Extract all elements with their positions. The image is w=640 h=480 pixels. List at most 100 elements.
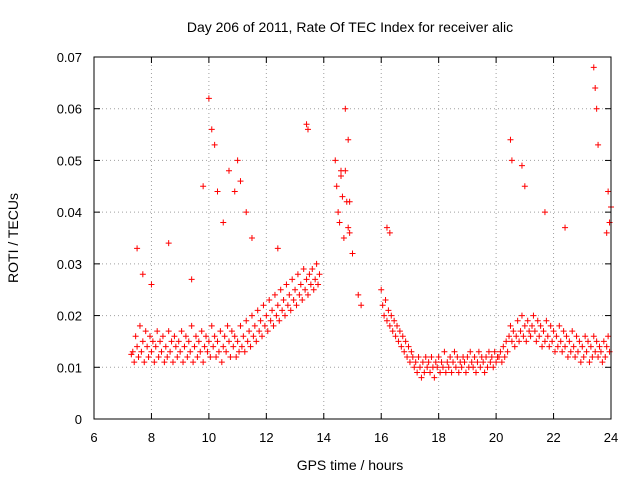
data-point xyxy=(313,260,320,267)
data-point xyxy=(510,328,517,335)
data-point xyxy=(508,338,515,345)
data-point xyxy=(349,250,356,257)
data-point xyxy=(401,348,408,355)
data-point xyxy=(593,338,600,345)
data-point xyxy=(526,328,533,335)
data-point xyxy=(213,353,220,360)
grid xyxy=(94,57,611,419)
data-point xyxy=(169,359,176,366)
data-point xyxy=(210,343,217,350)
data-point xyxy=(580,353,587,360)
data-point xyxy=(217,328,224,335)
data-point xyxy=(260,302,267,309)
data-point xyxy=(279,307,286,314)
data-point xyxy=(148,348,155,355)
data-point xyxy=(585,338,592,345)
data-point xyxy=(467,348,474,355)
data-point xyxy=(574,348,581,355)
x-tick-label: 16 xyxy=(374,430,388,445)
data-point xyxy=(224,322,231,329)
data-point xyxy=(419,359,426,366)
data-point xyxy=(517,328,524,335)
data-point xyxy=(263,312,270,319)
data-point xyxy=(378,286,385,293)
data-point xyxy=(139,338,146,345)
data-point xyxy=(253,338,260,345)
data-point xyxy=(175,338,182,345)
x-tick-label: 18 xyxy=(431,430,445,445)
data-point xyxy=(302,286,309,293)
data-point xyxy=(185,338,192,345)
points xyxy=(128,64,614,381)
data-point xyxy=(471,353,478,360)
data-point xyxy=(468,359,475,366)
data-point xyxy=(414,369,421,376)
data-point xyxy=(422,353,429,360)
data-point xyxy=(427,369,434,376)
data-point xyxy=(345,136,352,143)
data-point xyxy=(228,328,235,335)
data-point xyxy=(404,353,411,360)
data-point xyxy=(539,343,546,350)
data-point xyxy=(497,348,504,355)
data-point xyxy=(455,369,462,376)
data-point xyxy=(136,322,143,329)
data-point xyxy=(231,188,238,195)
data-point xyxy=(386,322,393,329)
data-point xyxy=(488,353,495,360)
data-point xyxy=(304,126,311,133)
data-point xyxy=(148,281,155,288)
data-point xyxy=(283,281,290,288)
data-point xyxy=(247,343,254,350)
data-point xyxy=(200,183,207,190)
data-point xyxy=(244,338,251,345)
y-tick-label: 0 xyxy=(75,412,82,427)
data-point xyxy=(396,328,403,335)
data-point xyxy=(178,328,185,335)
data-point xyxy=(383,317,390,324)
data-point xyxy=(425,359,432,366)
data-point xyxy=(556,322,563,329)
data-point xyxy=(451,348,458,355)
data-point xyxy=(428,353,435,360)
data-point xyxy=(602,353,609,360)
data-point xyxy=(139,271,146,278)
data-point xyxy=(507,322,514,329)
data-point xyxy=(259,333,266,340)
data-point xyxy=(246,328,253,335)
x-tick-label: 14 xyxy=(317,430,331,445)
data-point xyxy=(251,322,258,329)
data-point xyxy=(220,343,227,350)
data-point xyxy=(277,286,284,293)
data-point xyxy=(416,364,423,371)
data-point xyxy=(546,343,553,350)
data-point xyxy=(434,364,441,371)
data-point xyxy=(392,333,399,340)
data-point xyxy=(149,338,156,345)
x-tick-label: 12 xyxy=(259,430,273,445)
x-tick-label: 22 xyxy=(546,430,560,445)
data-point xyxy=(335,209,342,216)
data-point xyxy=(603,343,610,350)
data-point xyxy=(284,302,291,309)
data-point xyxy=(188,322,195,329)
data-point xyxy=(562,343,569,350)
data-point xyxy=(381,312,388,319)
data-point xyxy=(237,178,244,185)
data-point xyxy=(537,322,544,329)
data-point xyxy=(511,343,518,350)
data-point xyxy=(383,224,390,231)
data-point xyxy=(595,353,602,360)
data-point xyxy=(203,333,210,340)
data-point xyxy=(230,343,237,350)
data-point xyxy=(485,348,492,355)
data-point xyxy=(336,219,343,226)
data-point xyxy=(547,322,554,329)
data-point xyxy=(521,183,528,190)
data-point xyxy=(540,328,547,335)
y-tick-label: 0.07 xyxy=(57,50,82,65)
x-axis-title: GPS time / hours xyxy=(297,457,404,473)
data-point xyxy=(549,338,556,345)
data-point xyxy=(388,312,395,319)
